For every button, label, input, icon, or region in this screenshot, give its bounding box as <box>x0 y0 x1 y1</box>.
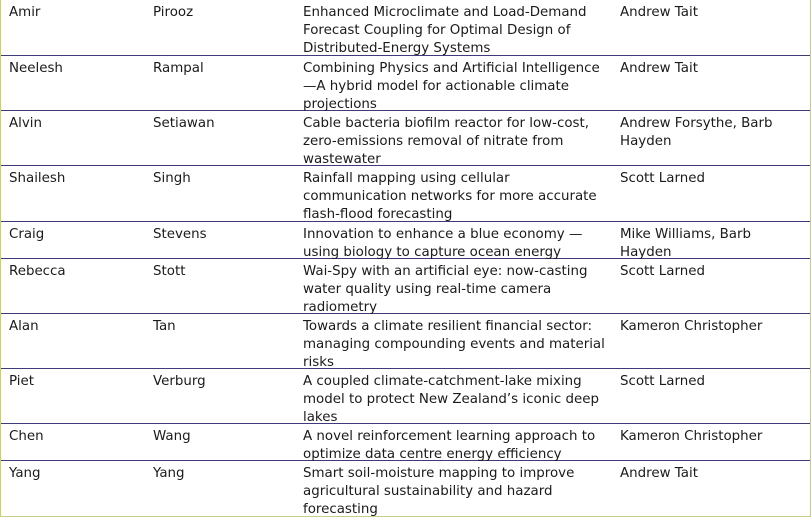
supervisor-cell: Scott Larned <box>620 264 705 279</box>
last-name-cell: Wang <box>153 429 191 444</box>
table-row: Alan Tan Towards a climate resilient fin… <box>1 314 810 370</box>
last-name-cell: Singh <box>153 171 191 186</box>
project-title-cell: Towards a climate resilient financial se… <box>303 319 605 370</box>
first-name-cell: Craig <box>9 227 45 242</box>
first-name-cell: Alan <box>9 319 39 334</box>
supervisor-cell: Kameron Christopher <box>620 429 763 444</box>
project-title-cell: Smart soil-moisture mapping to improve a… <box>303 466 575 517</box>
supervisor-cell: Scott Larned <box>620 374 705 389</box>
last-name-cell: Pirooz <box>153 5 194 20</box>
first-name-cell: Yang <box>9 466 41 481</box>
project-title-cell: Wai-Spy with an artificial eye: now-cast… <box>303 264 588 315</box>
last-name-cell: Verburg <box>153 374 206 389</box>
last-name-cell: Tan <box>153 319 176 334</box>
table-row: Piet Verburg A coupled climate-catchment… <box>1 369 810 425</box>
project-title-cell: A coupled climate-catchment-lake mixing … <box>303 374 599 425</box>
first-name-cell: Shailesh <box>9 171 66 186</box>
supervisor-cell: Kameron Christopher <box>620 319 763 334</box>
supervisor-cell: Andrew Tait <box>620 466 698 481</box>
last-name-cell: Stott <box>153 264 186 279</box>
project-title-cell: A novel reinforcement learning approach … <box>303 429 596 462</box>
project-title-cell: Enhanced Microclimate and Load-Demand Fo… <box>303 5 587 56</box>
project-title-cell: Cable bacteria biofilm reactor for low-c… <box>303 116 590 167</box>
supervisor-cell: Andrew Tait <box>620 61 698 76</box>
supervisor-cell: Mike Williams, Barb Hayden <box>620 227 752 260</box>
first-name-cell: Chen <box>9 429 44 444</box>
supervisor-cell: Andrew Forsythe, Barb Hayden <box>620 116 773 149</box>
table-row: Shailesh Singh Rainfall mapping using ce… <box>1 166 810 222</box>
project-title-cell: Rainfall mapping using cellular communic… <box>303 171 597 222</box>
first-name-cell: Piet <box>9 374 34 389</box>
project-title-cell: Innovation to enhance a blue economy —us… <box>303 227 583 260</box>
supervisor-cell: Andrew Tait <box>620 5 698 20</box>
last-name-cell: Rampal <box>153 61 204 76</box>
table-row: Amir Pirooz Enhanced Microclimate and Lo… <box>1 0 810 56</box>
first-name-cell: Alvin <box>9 116 43 131</box>
first-name-cell: Rebecca <box>9 264 66 279</box>
table-row: Chen Wang A novel reinforcement learning… <box>1 424 810 462</box>
last-name-cell: Setiawan <box>153 116 215 131</box>
table-row: Craig Stevens Innovation to enhance a bl… <box>1 222 810 260</box>
last-name-cell: Yang <box>153 466 185 481</box>
table-row: Yang Yang Smart soil-moisture mapping to… <box>1 461 810 517</box>
first-name-cell: Amir <box>9 5 41 20</box>
table-row: Alvin Setiawan Cable bacteria biofilm re… <box>1 111 810 167</box>
table-row: Rebecca Stott Wai-Spy with an artificial… <box>1 259 810 315</box>
project-title-cell: Combining Physics and Artificial Intelli… <box>303 61 600 112</box>
supervisor-cell: Scott Larned <box>620 171 705 186</box>
table-row: Neelesh Rampal Combining Physics and Art… <box>1 56 810 112</box>
first-name-cell: Neelesh <box>9 61 63 76</box>
last-name-cell: Stevens <box>153 227 207 242</box>
